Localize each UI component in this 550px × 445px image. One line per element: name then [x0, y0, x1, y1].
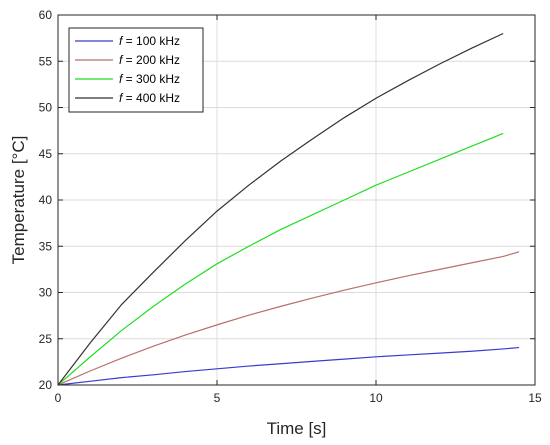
- y-tick-label: 55: [39, 54, 53, 68]
- ticks: 0 5 10 15 20 25 30 35 40 45 50 55 60: [39, 8, 542, 405]
- legend-entry: f = 200 kHz: [119, 53, 180, 67]
- y-tick-label: 60: [39, 8, 53, 22]
- legend-entry: f = 400 kHz: [119, 91, 180, 105]
- y-tick-label: 35: [39, 239, 53, 253]
- series-line-1: [57, 346, 520, 386]
- y-tick-label: 45: [39, 147, 53, 161]
- x-tick-label: 15: [528, 391, 542, 405]
- legend-entry: f = 100 kHz: [119, 34, 180, 48]
- y-tick-label: 40: [39, 193, 53, 207]
- legend: f = 100 kHz f = 200 kHz f = 300 kHz f = 400…: [68, 27, 204, 113]
- x-axis-label: Time [s]: [267, 419, 327, 438]
- x-tick-label: 5: [214, 391, 221, 405]
- series-line-4: [57, 32, 504, 386]
- series-line-3: [57, 132, 504, 386]
- y-tick-label: 20: [39, 378, 53, 392]
- series-lines: [57, 32, 520, 386]
- series-line-2: [57, 251, 520, 386]
- y-axis-label: Temperature [°C]: [9, 136, 28, 265]
- y-tick-label: 50: [39, 101, 53, 115]
- legend-entry: f = 300 kHz: [119, 72, 180, 86]
- x-tick-label: 0: [55, 391, 62, 405]
- y-tick-label: 30: [39, 286, 53, 300]
- x-tick-label: 10: [369, 391, 383, 405]
- y-tick-label: 25: [39, 332, 53, 346]
